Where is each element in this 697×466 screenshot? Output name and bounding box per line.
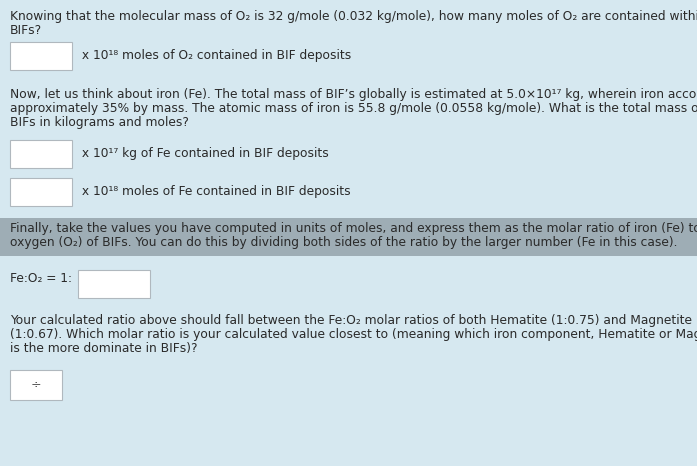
- Text: oxygen (O₂) of BIFs. You can do this by dividing both sides of the ratio by the : oxygen (O₂) of BIFs. You can do this by …: [10, 236, 677, 249]
- Text: Your calculated ratio above should fall between the Fe:O₂ molar ratios of both H: Your calculated ratio above should fall …: [10, 314, 692, 327]
- Bar: [0, 218, 697, 256]
- Text: approximately 35% by mass. The atomic mass of iron is 55.8 g/mole (0.0558 kg/mol: approximately 35% by mass. The atomic ma…: [10, 102, 697, 115]
- Text: Fe:O₂ = 1:: Fe:O₂ = 1:: [10, 272, 72, 285]
- Text: x 10¹⁸ moles of O₂ contained in BIF deposits: x 10¹⁸ moles of O₂ contained in BIF depo…: [78, 49, 351, 62]
- Bar: [78, 270, 150, 298]
- Text: Finally, take the values you have computed in units of moles, and express them a: Finally, take the values you have comput…: [10, 222, 697, 235]
- Text: (1:0.67). Which molar ratio is your calculated value closest to (meaning which i: (1:0.67). Which molar ratio is your calc…: [10, 328, 697, 341]
- Text: x 10¹⁷ kg of Fe contained in BIF deposits: x 10¹⁷ kg of Fe contained in BIF deposit…: [78, 148, 329, 160]
- Text: is the more dominate in BIFs)?: is the more dominate in BIFs)?: [10, 342, 197, 355]
- Text: BIFs?: BIFs?: [10, 24, 42, 37]
- Text: Now, let us think about iron (Fe). The total mass of BIF’s globally is estimated: Now, let us think about iron (Fe). The t…: [10, 88, 697, 101]
- Bar: [10, 178, 72, 206]
- Text: Knowing that the molecular mass of O₂ is 32 g/mole (0.032 kg/mole), how many mol: Knowing that the molecular mass of O₂ is…: [10, 10, 697, 23]
- Bar: [10, 140, 72, 168]
- Bar: [10, 42, 72, 70]
- Text: ÷: ÷: [31, 378, 41, 391]
- Bar: [10, 370, 62, 400]
- Text: BIFs in kilograms and moles?: BIFs in kilograms and moles?: [10, 116, 189, 129]
- Text: x 10¹⁸ moles of Fe contained in BIF deposits: x 10¹⁸ moles of Fe contained in BIF depo…: [78, 185, 351, 199]
